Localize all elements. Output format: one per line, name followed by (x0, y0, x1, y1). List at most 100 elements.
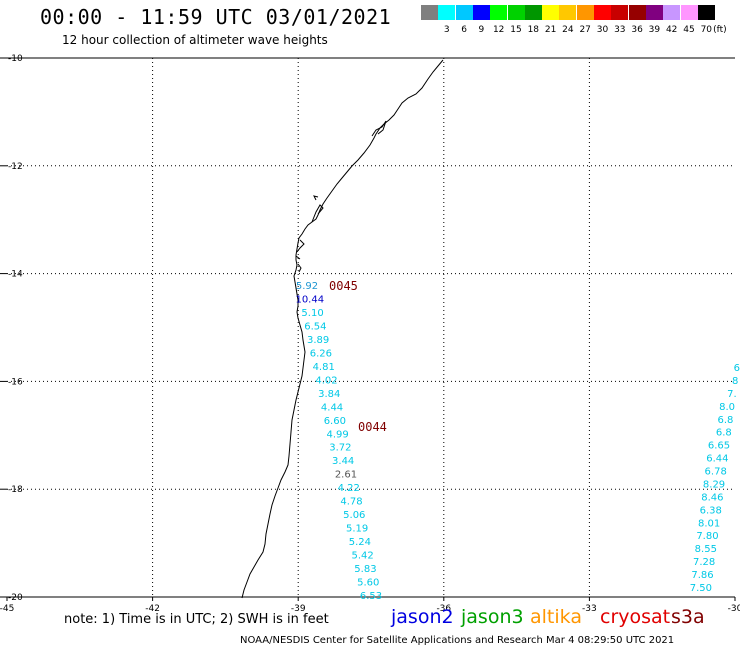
wave-height-label: 4.44 (321, 402, 343, 413)
wave-height-label: 6.8 (716, 428, 732, 439)
legend-swatch (438, 5, 456, 20)
legend-label: 24 (562, 25, 574, 35)
lon-tick-label: -42 (145, 604, 160, 614)
satellite-label: jason2 (391, 606, 454, 628)
map-title: 00:00 - 11:59 UTC 03/01/2021 (40, 5, 392, 29)
legend-label: 42 (665, 25, 678, 35)
legend-label: 6 (461, 25, 467, 35)
lat-tick-label: -16 (8, 377, 23, 387)
legend-swatch (645, 5, 663, 20)
lat-tick-label: -12 (8, 162, 23, 172)
legend-label: 30 (596, 25, 609, 35)
pass-label: 0044 (358, 420, 387, 434)
legend-swatch (663, 5, 681, 20)
wave-height-label: 4.99 (326, 429, 348, 440)
wave-height-label: 5.24 (349, 537, 371, 548)
coastline (241, 59, 444, 599)
wave-height-label: 5.60 (357, 578, 379, 589)
wave-height-label: 6 (734, 363, 740, 374)
wave-height-label: 3.44 (332, 456, 354, 467)
map-grid (0, 57, 736, 601)
lon-tick-label: -39 (291, 604, 306, 614)
wave-height-label: 5.10 (301, 308, 323, 319)
wave-height-label: 7.28 (693, 557, 715, 568)
satellite-label: cryosat (600, 606, 671, 628)
wave-height-label: 5.92 (296, 281, 318, 292)
wave-height-label: 5.19 (346, 524, 368, 535)
legend-swatch (576, 5, 594, 20)
wave-height-label: 6.26 (310, 348, 332, 359)
lat-tick-label: -10 (8, 54, 23, 64)
wave-height-label: 6.38 (700, 505, 722, 516)
satellite-label: jason3 (461, 606, 524, 628)
wave-height-label: 7. (727, 389, 737, 400)
wave-height-label: 7.86 (691, 570, 713, 581)
legend-label: 27 (579, 25, 591, 35)
legend-swatch (680, 5, 698, 20)
legend-swatch (455, 5, 473, 20)
wave-height-label: 3.84 (318, 389, 340, 400)
wave-height-label: 5.42 (352, 551, 374, 562)
legend-label: 33 (614, 25, 626, 35)
wave-height-label: 5.06 (343, 510, 365, 521)
wave-height-label: 6.78 (705, 467, 727, 478)
wave-height-label: 6.53 (360, 591, 382, 602)
legend-swatch (507, 5, 525, 20)
wave-height-label: 5.83 (354, 564, 376, 575)
lat-tick-label: -20 (8, 593, 23, 603)
wave-height-label: 6.60 (324, 416, 346, 427)
wave-height-label: 8.0 (719, 402, 735, 413)
wave-height-label: 3.89 (307, 335, 329, 346)
legend-swatch (472, 5, 490, 20)
legend-label: 18 (527, 25, 540, 35)
legend-swatch (524, 5, 542, 20)
legend-label: 3 (443, 25, 450, 35)
wave-height-label: 8.55 (695, 544, 717, 555)
wave-height-label: 4.22 (338, 483, 360, 494)
wave-height-label: 8.29 (703, 479, 725, 490)
legend-swatch (697, 5, 715, 20)
legend-swatch (421, 5, 438, 20)
legend-label: 70 (700, 25, 713, 35)
legend-swatch (559, 5, 577, 20)
wave-height-label: 6.8 (718, 415, 734, 426)
pass-label: 0045 (329, 279, 358, 293)
legend-swatch (628, 5, 646, 20)
wave-height-label: 4.78 (340, 497, 362, 508)
legend-label: 36 (631, 25, 643, 35)
legend-label: 21 (544, 25, 557, 35)
wave-height-label: 7.80 (696, 531, 718, 542)
wave-height-label: 2.61 (335, 470, 357, 481)
legend-label: 12 (492, 25, 505, 35)
wave-height-label: 10.44 (295, 294, 324, 305)
legend-label: 15 (510, 25, 522, 35)
wave-height-label: 3.72 (329, 443, 351, 454)
legend-swatch (611, 5, 629, 20)
legend-label: 9 (478, 25, 485, 35)
wave-height-label: 6.65 (708, 441, 730, 452)
legend-swatch (594, 5, 611, 20)
lat-tick-label: -18 (8, 485, 23, 495)
lon-tick-label: -45 (0, 604, 14, 614)
wave-height-readings: 5.92 10.44 5.10 6.54 3.89 6.26 4.81 4.02 3.84 4.4… (295, 281, 740, 602)
wave-height-label: 6.54 (304, 321, 326, 332)
wave-height-label: 8.46 (701, 492, 723, 503)
wave-height-label: 8 (732, 376, 738, 387)
lat-tick-label: -14 (8, 270, 23, 280)
wave-height-label: 8.01 (698, 518, 720, 529)
satellite-label: s3a (671, 606, 705, 628)
lon-tick-label: -33 (582, 604, 597, 614)
pass-labels: 0045 0044 (329, 279, 387, 434)
axis-tick-labels: -45 -42 -39 -36 -33 -30 -10 -12 -14 -16 -18 -20 (0, 54, 740, 614)
legend-swatch (490, 5, 508, 20)
legend-unit: (ft) (713, 25, 727, 35)
legend-label: 45 (683, 25, 695, 35)
satellite-label: altika (530, 606, 582, 628)
coast-estuary (295, 120, 387, 273)
units-note: note: 1) Time is in UTC; 2) SWH is in fe… (64, 612, 329, 627)
lon-tick-label: -30 (728, 604, 740, 614)
wave-height-label: 4.81 (313, 362, 335, 373)
map-subtitle: 12 hour collection of altimeter wave hei… (62, 33, 328, 47)
